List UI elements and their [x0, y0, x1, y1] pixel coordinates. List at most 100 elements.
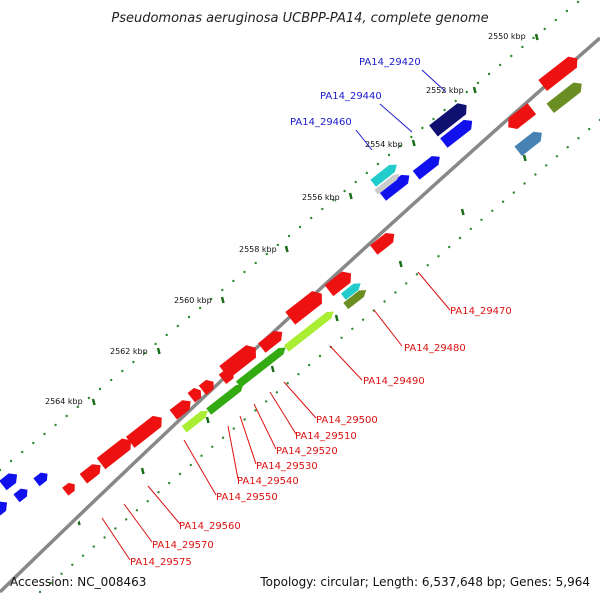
guide-dot: [275, 391, 279, 394]
major-tick: [140, 467, 145, 475]
gene-arrow: [412, 156, 440, 180]
major-tick: [220, 296, 225, 304]
guide-dot: [265, 252, 268, 256]
leader-line: [379, 103, 413, 133]
gene-arrow: [0, 473, 18, 491]
guide-dot: [354, 180, 357, 184]
guide-dot: [243, 270, 246, 274]
guide-dot: [365, 171, 368, 175]
tick-label-2556: 2556 kbp: [302, 193, 340, 202]
guide-dot: [54, 423, 57, 427]
gene-label-pa14-29550[interactable]: PA14_29550: [216, 492, 278, 503]
gene-label-pa14-29575[interactable]: PA14_29575: [130, 557, 192, 568]
major-tick: [534, 33, 539, 41]
gene-label-pa14-29460[interactable]: PA14_29460: [290, 117, 352, 128]
guide-dot: [187, 315, 191, 319]
gene-arrow: [235, 347, 286, 388]
guide-dot: [43, 432, 46, 436]
guide-dot: [361, 318, 365, 321]
guide-dot: [555, 155, 559, 158]
leader-line: [239, 415, 257, 465]
tick-marks: [76, 33, 539, 526]
major-tick: [398, 260, 403, 268]
gene-arrow: [181, 410, 208, 433]
gene-label-pa14-29560[interactable]: PA14_29560: [179, 521, 241, 532]
guide-dot: [469, 227, 472, 231]
gene-arrow: [508, 103, 537, 130]
guide-dot: [437, 255, 440, 258]
guide-dot: [121, 369, 124, 373]
guide-dot: [132, 360, 135, 364]
guide-dot: [297, 373, 300, 376]
guide-dot: [168, 481, 171, 485]
guide-dot: [21, 450, 24, 454]
gene-arrow: [370, 164, 397, 187]
leader-line: [147, 485, 181, 525]
gene-label-pa14-29520[interactable]: PA14_29520: [276, 446, 338, 457]
gene-label-pa14-29500[interactable]: PA14_29500: [316, 415, 378, 426]
gene-arrow: [96, 438, 131, 470]
guide-dot: [554, 18, 557, 22]
guide-dot: [154, 342, 157, 346]
gene-label-pa14-29510[interactable]: PA14_29510: [295, 431, 357, 442]
guide-dot: [394, 291, 397, 294]
gene-label-pa14-29490[interactable]: PA14_29490: [363, 376, 425, 387]
guide-dot: [143, 351, 146, 355]
leader-line: [355, 129, 373, 151]
major-tick: [270, 365, 275, 373]
gene-label-pa14-29440[interactable]: PA14_29440: [320, 91, 382, 102]
gene-label-pa14-29530[interactable]: PA14_29530: [256, 461, 318, 472]
guide-dot: [321, 207, 324, 211]
guide-dot: [60, 572, 63, 575]
leader-line: [283, 381, 317, 419]
gene-label-pa14-29480[interactable]: PA14_29480: [404, 343, 466, 354]
gene-label-pa14-29420[interactable]: PA14_29420: [359, 57, 421, 68]
guide-dot: [254, 261, 257, 265]
gene-arrow: [206, 384, 244, 415]
guide-dot: [588, 127, 591, 131]
gene-label-pa14-29570[interactable]: PA14_29570: [152, 540, 214, 551]
guide-dot: [165, 333, 168, 337]
guide-dot: [432, 117, 435, 121]
guide-dot: [71, 563, 74, 566]
guide-dot: [458, 236, 462, 240]
guide-dot: [465, 90, 468, 94]
major-tick: [411, 139, 416, 147]
guide-dot: [410, 135, 413, 139]
guide-dot: [49, 581, 52, 585]
leader-line: [183, 439, 217, 496]
major-tick: [91, 398, 96, 406]
guide-dot: [318, 354, 322, 358]
tick-label-2552: 2552 kbp: [426, 86, 464, 95]
guide-dot: [157, 491, 160, 494]
major-tick: [472, 86, 477, 94]
guide-dot: [454, 99, 457, 103]
guide-dot: [114, 527, 117, 530]
guide-dot: [543, 27, 546, 31]
guide-dot: [9, 459, 13, 463]
gene-label-pa14-29470[interactable]: PA14_29470: [450, 306, 512, 317]
guide-dot: [510, 54, 513, 58]
gene-arrow: [324, 271, 352, 297]
gene-arrow: [198, 379, 214, 396]
major-tick: [522, 154, 527, 162]
guide-dot: [399, 144, 402, 148]
guide-dot: [521, 45, 524, 49]
guide-dot: [189, 463, 192, 467]
guide-dot: [501, 200, 505, 203]
gene-label-pa14-29540[interactable]: PA14_29540: [237, 476, 299, 487]
guide-dot: [534, 173, 537, 176]
gene-arrow: [429, 103, 467, 137]
guide-dot: [198, 306, 202, 310]
gene-arrow: [187, 388, 202, 403]
gene-arrow: [79, 464, 101, 484]
gene-arrow: [546, 82, 582, 114]
guide-dot: [308, 363, 311, 367]
guide-dot: [146, 500, 149, 503]
major-tick: [334, 314, 339, 322]
gene-arrow: [169, 400, 191, 420]
guide-dot: [421, 126, 424, 130]
guide-dot: [476, 81, 480, 85]
guide-dot: [243, 418, 246, 421]
